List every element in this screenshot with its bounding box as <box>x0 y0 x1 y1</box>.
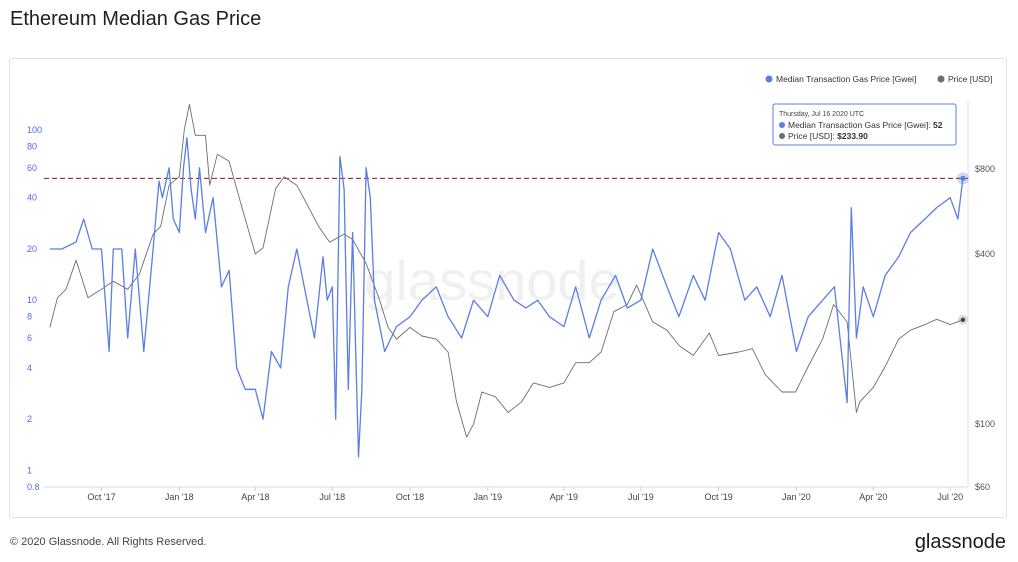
y-right-tick-label: $100 <box>975 419 995 429</box>
legend-label-gas[interactable]: Median Transaction Gas Price [Gwei] <box>776 74 916 84</box>
x-tick-label: Apr '19 <box>550 492 578 502</box>
y-left-tick-label: 2 <box>27 414 32 424</box>
x-tick-label: Jul '18 <box>319 492 345 502</box>
series-line-gas-price <box>49 137 964 458</box>
tooltip-label-price: Price [USD]: $233.90 <box>788 131 868 141</box>
x-tick-label: Apr '18 <box>241 492 269 502</box>
series-line-eth-price <box>49 104 964 438</box>
y-left-tick-label: 4 <box>27 363 32 373</box>
page-title: Ethereum Median Gas Price <box>10 8 262 30</box>
legend-label-price[interactable]: Price [USD] <box>948 74 992 84</box>
x-tick-label: Jul '20 <box>937 492 963 502</box>
y-left-tick-label: 100 <box>27 125 42 135</box>
tooltip-swatch-gas <box>779 122 785 128</box>
x-tick-label: Oct '18 <box>396 492 424 502</box>
y-left-tick-label: 40 <box>27 193 37 203</box>
y-left-tick-label: 0.8 <box>27 482 40 492</box>
tooltip-box <box>772 103 957 146</box>
y-left-tick-label: 8 <box>27 312 32 322</box>
x-tick-label: Jul '19 <box>628 492 654 502</box>
y-right-tick-label: $800 <box>975 164 995 174</box>
y-left-tick-label: 10 <box>27 295 37 305</box>
tooltip: Thursday, Jul 16 2020 UTC Median Transac… <box>772 103 957 146</box>
hover-marker-gas <box>960 175 966 181</box>
y-left-tick-label: 20 <box>27 244 37 254</box>
x-tick-label: Jan '18 <box>165 492 194 502</box>
tooltip-label-gas: Median Transaction Gas Price [Gwei]: 52 <box>788 120 943 130</box>
hover-markers <box>956 172 969 325</box>
tooltip-date: Thursday, Jul 16 2020 UTC <box>779 111 864 118</box>
copyright-footer: © 2020 Glassnode. All Rights Reserved. <box>10 536 207 548</box>
brand-logo: glassnode <box>914 531 1006 553</box>
y-axis-right: $60 $100 $400 $800 <box>975 164 995 492</box>
x-tick-label: Apr '20 <box>859 492 887 502</box>
y-left-tick-label: 60 <box>27 163 37 173</box>
x-tick-label: Jan '20 <box>782 492 811 502</box>
x-tick-label: Oct '19 <box>704 492 732 502</box>
y-right-tick-label: $60 <box>975 482 990 492</box>
y-left-tick-label: 1 <box>27 466 32 476</box>
y-left-tick-label: 6 <box>27 333 32 343</box>
y-right-tick-label: $400 <box>975 249 995 259</box>
tooltip-swatch-price <box>779 133 785 139</box>
x-tick-label: Jan '19 <box>473 492 502 502</box>
x-tick-label: Oct '17 <box>87 492 115 502</box>
y-axis-left: 0.8 1 2 4 6 8 10 20 40 60 80 100 <box>27 125 42 492</box>
hover-marker-price <box>960 317 966 322</box>
series-layer <box>49 104 964 458</box>
legend: Median Transaction Gas Price [Gwei] Pric… <box>765 74 992 84</box>
y-left-tick-label: 80 <box>27 141 37 151</box>
x-axis: Oct '17 Jan '18 Apr '18 Jul '18 Oct '18 Jan '… <box>87 487 963 502</box>
legend-swatch-gas <box>765 75 773 83</box>
legend-swatch-price <box>937 75 945 83</box>
